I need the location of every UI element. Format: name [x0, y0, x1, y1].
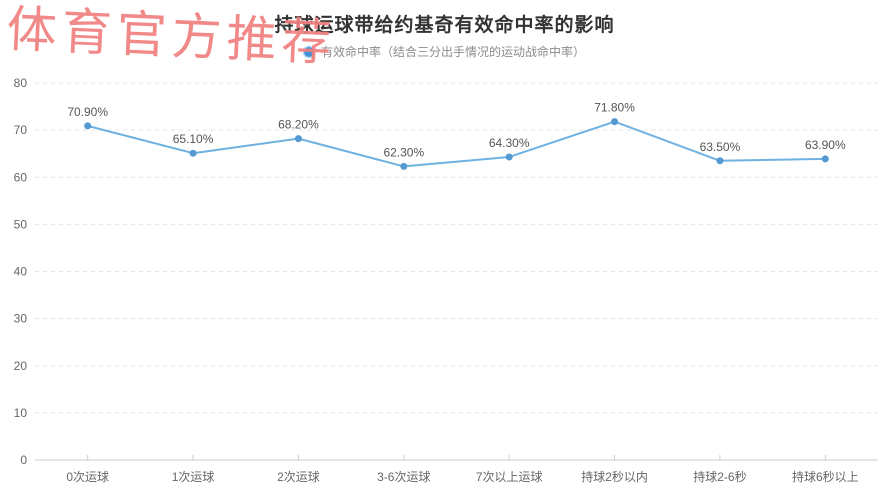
y-axis-tick-label: 0: [20, 453, 27, 467]
data-point[interactable]: [821, 155, 829, 163]
series-line: [86, 120, 827, 168]
data-point-label: 65.10%: [173, 132, 214, 146]
x-axis-category-label: 持球2秒以内: [581, 469, 648, 484]
legend-label: 有效命中率（结合三分出手情况的运动战命中率）: [320, 45, 585, 59]
data-point-label: 64.30%: [489, 136, 530, 150]
x-axis-category-label: 1次运球: [172, 470, 215, 484]
data-point-label: 63.90%: [805, 138, 846, 152]
data-point[interactable]: [611, 118, 619, 126]
x-axis-category-label: 3-6次运球: [377, 470, 430, 484]
y-axis-tick-label: 60: [14, 170, 28, 184]
data-point[interactable]: [84, 122, 92, 130]
data-point[interactable]: [716, 157, 724, 165]
y-axis-tick-label: 30: [14, 312, 28, 326]
x-axis-category-label: 7次以上运球: [476, 470, 543, 484]
data-point[interactable]: [294, 135, 302, 143]
data-point-label: 63.50%: [700, 140, 741, 154]
x-axis-category-label: 2次运球: [277, 470, 320, 484]
data-point-label: 62.30%: [383, 145, 424, 159]
x-axis-category-label: 持球2-6秒: [693, 469, 746, 484]
chart-title: 持球运球带给约基奇有效命中率的影响: [274, 15, 615, 36]
x-axis-category-label: 0次运球: [66, 470, 109, 484]
legend-marker-icon: [303, 46, 314, 57]
data-point[interactable]: [505, 153, 513, 161]
data-point-label: 71.80%: [594, 101, 635, 115]
y-axis-tick-label: 20: [14, 359, 28, 373]
legend-item[interactable]: 有效命中率（结合三分出手情况的运动战命中率）: [0, 43, 889, 60]
y-axis-tick-label: 80: [14, 76, 28, 90]
data-point-label: 70.90%: [67, 105, 108, 119]
y-axis-tick-label: 40: [14, 265, 28, 279]
y-axis-tick-label: 10: [14, 406, 28, 420]
y-axis-tick-label: 70: [14, 123, 28, 137]
y-axis-tick-label: 50: [14, 217, 28, 231]
data-point-label: 68.20%: [278, 118, 319, 132]
data-point[interactable]: [400, 162, 408, 170]
data-point[interactable]: [189, 149, 197, 157]
x-axis-category-label: 持球6秒以上: [792, 469, 859, 484]
